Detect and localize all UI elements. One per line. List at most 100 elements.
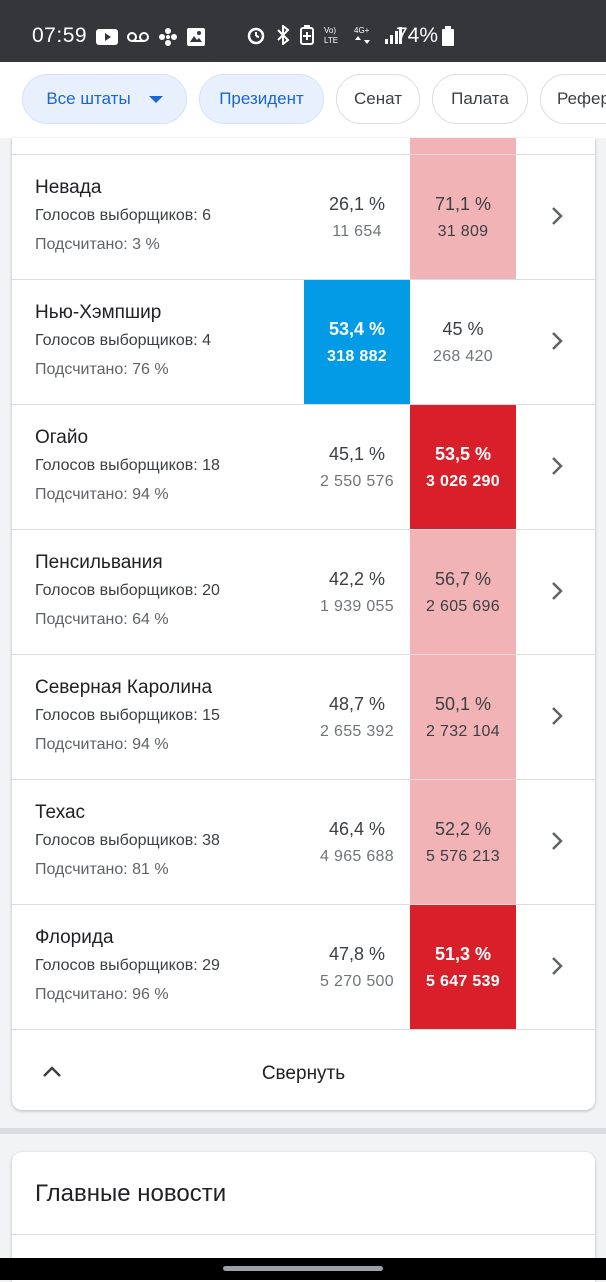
candidate-2-votes: 3 026 290 bbox=[426, 472, 500, 490]
candidate-2-votes: 5 576 213 bbox=[426, 847, 500, 865]
electoral-votes: Голосов выборщиков: 38 bbox=[35, 832, 220, 849]
candidate-1-result: 26,1 % 11 654 bbox=[304, 155, 410, 279]
chevron-right-icon bbox=[552, 957, 563, 975]
candidate-2-votes: 268 420 bbox=[433, 347, 493, 365]
reporting-percent: Подсчитано: 94 % bbox=[35, 486, 169, 503]
filter-chips-bar: Все штаты Президент Сенат Палата Референ… bbox=[0, 62, 606, 138]
reporting-percent: Подсчитано: 81 % bbox=[35, 861, 169, 878]
collapse-button[interactable]: Свернуть bbox=[12, 1039, 595, 1110]
state-result-row[interactable]: Северная Каролина Голосов выборщиков: 15 П… bbox=[12, 655, 595, 780]
top-news-title: Главные новости bbox=[35, 1180, 227, 1207]
battery-saver-icon bbox=[300, 25, 314, 45]
battery-percent: 74% bbox=[396, 24, 439, 47]
chevron-right-icon bbox=[552, 832, 563, 850]
candidate-2-votes: 31 809 bbox=[437, 222, 489, 240]
state-result-row[interactable]: Техас Голосов выборщиков: 38 Подсчитано: 8… bbox=[12, 780, 595, 905]
youtube-icon bbox=[96, 29, 118, 45]
candidate-1-votes: 318 882 bbox=[327, 347, 387, 365]
chip-label: Сенат bbox=[354, 89, 402, 108]
results-card: Нью-ЙоркГолосов выборщиков: 29Подсчитано… bbox=[12, 138, 595, 1110]
voicemail-icon bbox=[127, 32, 149, 42]
candidate-1-votes: 5 270 500 bbox=[320, 972, 394, 990]
candidate-1-result: 47,8 % 5 270 500 bbox=[304, 905, 410, 1029]
electoral-votes: Голосов выборщиков: 15 bbox=[35, 707, 220, 724]
image-icon bbox=[187, 28, 205, 46]
chevron-right-icon bbox=[552, 707, 563, 725]
candidate-1-result: 53,4 % 318 882 bbox=[304, 280, 410, 404]
candidate-1-votes: 2 655 392 bbox=[320, 722, 394, 740]
candidate-2-votes: 2 605 696 bbox=[426, 597, 500, 615]
svg-text:LTE: LTE bbox=[324, 36, 338, 45]
4g-icon: 4G+ bbox=[354, 26, 370, 44]
candidate-1-result: 46,4 % 4 965 688 bbox=[304, 780, 410, 904]
candidate-2-percent: 45 % bbox=[442, 318, 484, 339]
reporting-percent: Подсчитано: 94 % bbox=[35, 736, 169, 753]
candidate-2-result: 56,7 % 2 605 696 bbox=[410, 530, 516, 654]
candidate-1-percent: 53,4 % bbox=[328, 318, 386, 339]
candidate-2-percent: 71,1 % bbox=[434, 193, 492, 214]
bluetooth-icon bbox=[277, 25, 290, 45]
candidate-2-votes: 5 647 539 bbox=[426, 972, 500, 990]
chip-label: Палата bbox=[451, 89, 509, 108]
home-gesture-handle[interactable] bbox=[223, 1266, 383, 1271]
notification-icons bbox=[96, 27, 205, 47]
electoral-votes: Голосов выборщиков: 6 bbox=[35, 207, 212, 224]
status-time: 07:59 bbox=[32, 24, 88, 47]
chip-label: Все штаты bbox=[46, 89, 131, 108]
chip-label: Президент bbox=[219, 89, 304, 108]
state-name: Нью-Хэмпшир bbox=[35, 302, 162, 323]
section-divider bbox=[0, 1128, 606, 1134]
battery-icon bbox=[442, 26, 454, 46]
electoral-votes: Голосов выборщиков: 29 bbox=[35, 957, 220, 974]
candidate-2-result bbox=[410, 138, 516, 154]
candidate-1-percent: 26,1 % bbox=[328, 193, 386, 214]
candidate-2-result: 71,1 % 31 809 bbox=[410, 155, 516, 279]
state-result-row[interactable]: Флорида Голосов выборщиков: 29 Подсчитано:… bbox=[12, 905, 595, 1030]
chip-label: Референдумы bbox=[557, 89, 606, 108]
state-result-row[interactable]: Нью-Хэмпшир Голосов выборщиков: 4 Подсчита… bbox=[12, 280, 595, 405]
candidate-2-percent: 50,1 % bbox=[434, 693, 492, 714]
candidate-1-result: 48,7 % 2 655 392 bbox=[304, 655, 410, 779]
candidate-1-votes: 4 965 688 bbox=[320, 847, 394, 865]
reporting-percent: Подсчитано: 76 % bbox=[35, 361, 169, 378]
candidate-1-percent: 46,4 % bbox=[328, 818, 386, 839]
results-list: Нью-ЙоркГолосов выборщиков: 29Подсчитано… bbox=[12, 138, 595, 1030]
status-bar: 07:59 Vo) LTE 4G+ 74% bbox=[0, 0, 606, 62]
chevron-right-icon bbox=[552, 207, 563, 225]
reporting-percent: Подсчитано: 3 % bbox=[35, 236, 160, 253]
candidate-1-votes: 1 939 055 bbox=[320, 597, 394, 615]
collapse-label: Свернуть bbox=[261, 1063, 346, 1084]
chip-house[interactable]: Палата bbox=[432, 74, 528, 124]
state-name: Флорида bbox=[35, 927, 114, 948]
state-name: Огайо bbox=[35, 427, 89, 448]
candidate-1-votes: 2 550 576 bbox=[320, 472, 394, 490]
state-result-row[interactable]: Нью-ЙоркГолосов выборщиков: 29Подсчитано… bbox=[12, 138, 595, 155]
state-result-row[interactable]: Невада Голосов выборщиков: 6 Подсчитано: 3… bbox=[12, 155, 595, 280]
candidate-1-result: 42,2 % 1 939 055 bbox=[304, 530, 410, 654]
candidate-2-percent: 56,7 % bbox=[434, 568, 492, 589]
state-result-row[interactable]: Огайо Голосов выборщиков: 18 Подсчитано: 9… bbox=[12, 405, 595, 530]
svg-text:4G+: 4G+ bbox=[354, 26, 370, 35]
divider bbox=[12, 1234, 595, 1235]
chip-all-states[interactable]: Все штаты bbox=[22, 74, 187, 124]
candidate-1-result: 45,1 % 2 550 576 bbox=[304, 405, 410, 529]
state-name: Северная Каролина bbox=[35, 677, 213, 698]
navigation-bar bbox=[0, 1258, 606, 1280]
chevron-up-icon bbox=[43, 1066, 61, 1077]
candidate-2-result: 52,2 % 5 576 213 bbox=[410, 780, 516, 904]
electoral-votes: Голосов выборщиков: 20 bbox=[35, 582, 220, 599]
chip-senate[interactable]: Сенат bbox=[336, 74, 420, 124]
state-result-row[interactable]: Пенсильвания Голосов выборщиков: 20 Подсчи… bbox=[12, 530, 595, 655]
svg-text:Vo): Vo) bbox=[324, 26, 336, 35]
fan-icon bbox=[159, 28, 177, 46]
volte-icon: Vo)LTE bbox=[324, 26, 338, 45]
candidate-1-percent: 45,1 % bbox=[328, 443, 386, 464]
candidate-2-percent: 53,5 % bbox=[434, 443, 492, 464]
chip-president[interactable]: Президент bbox=[199, 74, 324, 124]
candidate-1-votes: 11 654 bbox=[332, 222, 382, 240]
dropdown-arrow-icon bbox=[148, 95, 163, 103]
candidate-1-percent: 42,2 % bbox=[328, 568, 386, 589]
candidate-2-result: 51,3 % 5 647 539 bbox=[410, 905, 516, 1029]
candidate-2-result: 50,1 % 2 732 104 bbox=[410, 655, 516, 779]
chip-referendums[interactable]: Референдумы bbox=[540, 74, 606, 124]
